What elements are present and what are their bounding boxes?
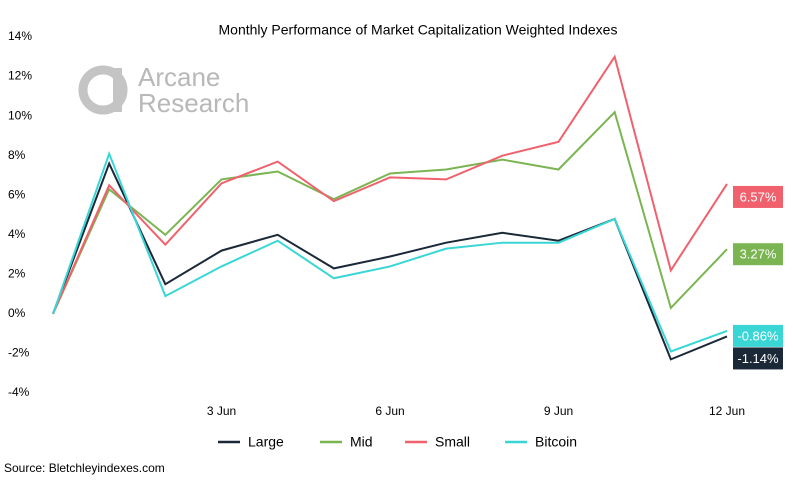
y-tick-label: 14% (8, 29, 32, 43)
y-tick-label: 6% (8, 187, 26, 201)
value-label: 3.27% (740, 247, 777, 262)
value-label-box (733, 324, 783, 347)
logo: Arcane Research (78, 62, 249, 118)
source: Source: Bletchleyindexes.com (4, 461, 165, 475)
value-label-box (733, 243, 783, 266)
series-line (52, 54, 728, 315)
series-line (52, 150, 728, 353)
x-tick-label: 3 Jun (207, 404, 236, 418)
x-tick-label: 6 Jun (375, 404, 404, 418)
logo-mark (113, 68, 122, 112)
y-tick-label: 0% (8, 306, 26, 320)
legend-label: Small (435, 434, 470, 450)
series-line (52, 110, 728, 315)
y-tick-label: 12% (8, 69, 32, 83)
value-label: -0.86% (737, 328, 779, 343)
y-tick-label: -2% (8, 346, 30, 360)
value-label: 6.57% (740, 189, 777, 204)
y-tick-label: 10% (8, 108, 32, 122)
chart-title: Monthly Performance of Market Capitaliza… (219, 22, 618, 38)
y-tick-label: 8% (8, 148, 26, 162)
x-tick-label: 9 Jun (544, 404, 573, 418)
x-tick-label: 12 Jun (709, 404, 745, 418)
watermark: Research (138, 88, 249, 118)
y-tick-label: 4% (8, 227, 26, 241)
logo-mark (78, 65, 128, 115)
watermark: Arcane (138, 62, 220, 92)
value-label-box (733, 185, 783, 208)
legend-label: Bitcoin (535, 434, 577, 450)
value-label: -1.14% (737, 351, 779, 366)
legend-label: Large (248, 434, 284, 450)
y-tick-label: 2% (8, 267, 26, 281)
value-label-box (733, 347, 783, 370)
series-line (52, 160, 728, 361)
y-tick-label: -4% (8, 385, 30, 399)
legend-label: Mid (350, 434, 373, 450)
